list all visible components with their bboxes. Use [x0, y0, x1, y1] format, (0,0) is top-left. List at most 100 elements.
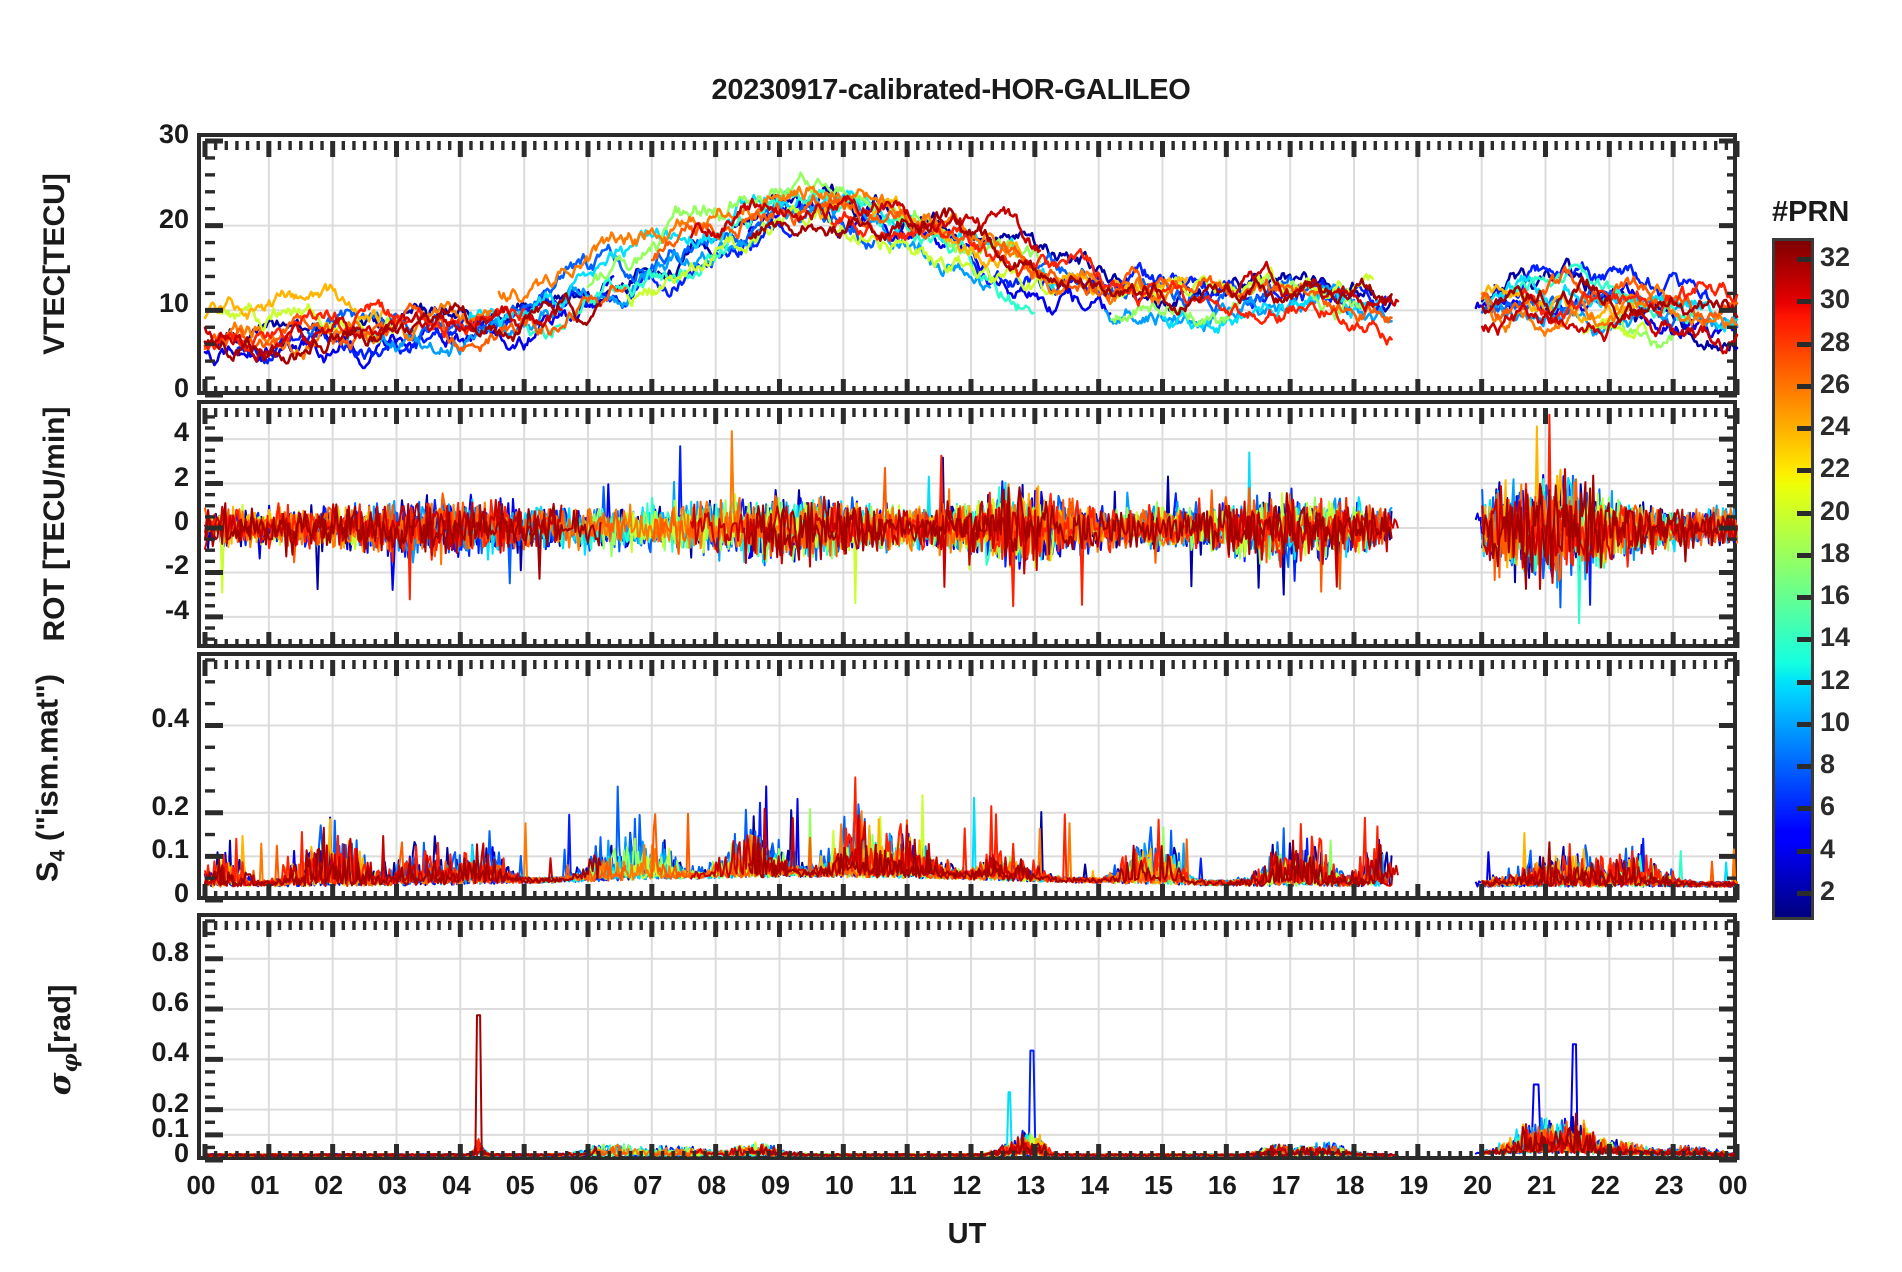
colorbar-tick-label: 4: [1820, 833, 1836, 864]
trace-prn-29: [203, 298, 526, 353]
x-tick-label: 12: [952, 1170, 982, 1200]
colorbar-tick-label: 12: [1820, 664, 1851, 695]
trace-prn-32: [203, 292, 602, 365]
x-tick-label: 00: [186, 1170, 216, 1200]
colorbar-tick-mark: [1797, 637, 1811, 643]
colorbar-tick-label: 18: [1820, 537, 1851, 568]
plot-canvas-rot: [202, 408, 1740, 648]
colorbar-tick-label: 8: [1820, 749, 1836, 780]
tick-marks: [202, 138, 1740, 398]
colorbar-tick-label: 32: [1820, 242, 1851, 273]
trace-prn-24: [1480, 283, 1636, 324]
plot-panel-s4: [197, 652, 1740, 903]
x-tick-label: 13: [1016, 1170, 1046, 1200]
trace-prn-26: [497, 185, 1170, 306]
y-axis-label-s4: S4 ("ism.mat"): [29, 674, 70, 882]
trace-prn-32: [1481, 474, 1738, 590]
colorbar-tick-label: 26: [1820, 368, 1851, 399]
y-tick-label-s4: 0: [173, 878, 189, 908]
x-tick-label: 04: [441, 1170, 471, 1200]
y-tick-label-sigphi: 0.2: [151, 1087, 189, 1118]
y-tick-label-rot: 4: [173, 417, 189, 448]
trace-prn-32: [747, 207, 1393, 316]
trace-prn-29: [1520, 280, 1739, 325]
x-tick-label: 17: [1271, 1170, 1301, 1200]
y-tick-label-vtec: 30: [158, 119, 189, 149]
colorbar-tick-mark: [1797, 468, 1811, 474]
x-tick-label: 07: [633, 1170, 663, 1200]
trace-prn-31: [690, 495, 1041, 588]
plot-panel-sigphi: [197, 913, 1740, 1163]
y-axis-label-text: ROT [TECU/min]: [38, 406, 71, 642]
tick-marks: [202, 919, 1740, 1163]
y-axis-label-sigphi: σφ[rad]: [42, 985, 82, 1096]
x-tick-label: 05: [505, 1170, 535, 1200]
y-tick-label-sigphi: 0.4: [151, 1037, 189, 1068]
colorbar-tick-mark: [1797, 890, 1811, 896]
trace-prn-31: [689, 194, 1042, 254]
x-tick-label: 11: [889, 1170, 917, 1200]
y-tick-label-sigphi: 0: [173, 1138, 189, 1168]
y-tick-label-rot: 2: [173, 461, 189, 492]
x-tick-label: 16: [1207, 1170, 1237, 1200]
trace-prn-27: [203, 284, 627, 353]
colorbar-tick-label: 16: [1820, 580, 1851, 611]
colorbar-tick-mark: [1797, 426, 1811, 432]
y-tick-label-s4: 0.2: [151, 790, 189, 821]
trace-prn-32: [748, 1133, 1393, 1157]
x-tick-label: 03: [378, 1170, 407, 1200]
trace-prn-32: [1481, 841, 1738, 888]
colorbar: [1772, 238, 1814, 920]
y-tick-label-rot: -2: [164, 550, 189, 581]
data-traces: [204, 413, 1738, 625]
colorbar-title: #PRN: [1772, 196, 1850, 228]
tick-marks: [202, 658, 1740, 903]
colorbar-tick-mark: [1797, 679, 1811, 685]
x-tick-label: 08: [697, 1170, 727, 1200]
data-traces: [204, 776, 1738, 888]
x-tick-label: 22: [1590, 1170, 1620, 1200]
x-tick-label: 23: [1654, 1170, 1684, 1200]
x-tick-label: 06: [569, 1170, 599, 1200]
y-axis-label-text: S4 ("ism.mat"): [29, 673, 70, 883]
y-tick-label-s4: 0.1: [151, 834, 189, 865]
colorbar-tick-mark: [1797, 721, 1811, 727]
trace-prn-26: [1480, 283, 1739, 337]
colorbar-tick-mark: [1797, 806, 1811, 812]
trace-prn-20: [625, 204, 1056, 308]
y-tick-label-sigphi: 0.1: [151, 1112, 189, 1143]
y-tick-label-sigphi: 0.6: [151, 987, 189, 1018]
colorbar-tick-label: 14: [1820, 622, 1851, 653]
y-tick-label-sigphi: 0.8: [151, 936, 189, 967]
trace-prn-32: [204, 502, 602, 580]
x-tick-label: 21: [1527, 1170, 1556, 1200]
trace-prn-31: [1226, 260, 1400, 313]
colorbar-tick-label: 24: [1820, 411, 1851, 442]
x-tick-label: 10: [824, 1170, 854, 1200]
page-title: 20230917-calibrated-HOR-GALILEO: [711, 74, 1191, 106]
x-tick-label: 15: [1144, 1170, 1173, 1200]
y-axis-label-text: σφ[rad]: [41, 984, 83, 1096]
colorbar-tick-mark: [1797, 257, 1811, 263]
trace-prn-32: [748, 837, 1393, 888]
y-axis-label-vtec: VTEC[TECU]: [38, 173, 72, 355]
trace-prn-32: [748, 486, 1393, 561]
y-axis-label-rot: ROT [TECU/min]: [38, 407, 72, 642]
y-tick-label-vtec: 10: [158, 288, 189, 319]
colorbar-tick-label: 20: [1820, 495, 1851, 526]
colorbar-tick-label: 10: [1820, 706, 1851, 737]
colorbar-tick-mark: [1797, 595, 1811, 601]
plot-panel-rot: [197, 400, 1740, 648]
trace-prn-31: [1480, 301, 1739, 355]
x-tick-label: 02: [314, 1170, 344, 1200]
colorbar-tick-label: 28: [1820, 326, 1851, 357]
x-tick-label: 01: [250, 1170, 280, 1200]
colorbar-tick-mark: [1797, 510, 1811, 516]
plot-canvas-vtec: [202, 138, 1740, 398]
colorbar-tick-label: 2: [1820, 875, 1836, 906]
x-tick-label: 09: [761, 1170, 790, 1200]
tick-marks: [202, 408, 1740, 648]
colorbar-tick-mark: [1797, 552, 1811, 558]
colorbar-tick-label: 22: [1820, 453, 1851, 484]
data-traces: [203, 171, 1739, 370]
